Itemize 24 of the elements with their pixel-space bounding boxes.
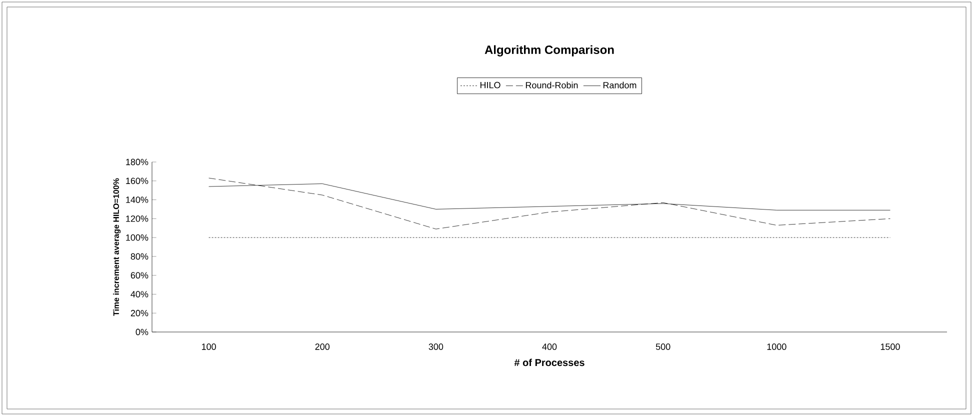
x-tick-label: 300 bbox=[428, 344, 444, 350]
legend-label: HILO bbox=[480, 82, 500, 88]
x-tick-label: 1000 bbox=[767, 344, 786, 350]
y-tick-label: 160% bbox=[126, 178, 148, 184]
legend-label: Random bbox=[603, 82, 636, 88]
line-series bbox=[208, 178, 890, 230]
legend-label: Round-Robin bbox=[526, 82, 578, 88]
y-tick-label: 100% bbox=[126, 234, 148, 241]
x-tick-label: 1500 bbox=[880, 344, 900, 350]
chart-title: Algorithm Comparison bbox=[484, 45, 614, 56]
x-tick-label: 100 bbox=[202, 344, 216, 350]
y-axis-title: Time increment average HILO=100% bbox=[113, 178, 121, 316]
y-tick-label: 0% bbox=[136, 328, 148, 336]
y-tick-label: 140% bbox=[126, 196, 148, 203]
x-axis-title: # of Processes bbox=[514, 358, 584, 366]
y-tick-label: 180% bbox=[126, 158, 148, 166]
y-tick-label: 60% bbox=[130, 272, 148, 279]
x-tick-label: 400 bbox=[542, 344, 557, 350]
y-tick-label: 120% bbox=[126, 215, 148, 222]
y-tick-label: 80% bbox=[130, 253, 148, 260]
y-tick-label: 20% bbox=[130, 310, 148, 316]
x-tick-label: 500 bbox=[656, 344, 670, 350]
x-tick-label: 200 bbox=[315, 344, 330, 350]
y-tick-label: 40% bbox=[130, 291, 148, 298]
